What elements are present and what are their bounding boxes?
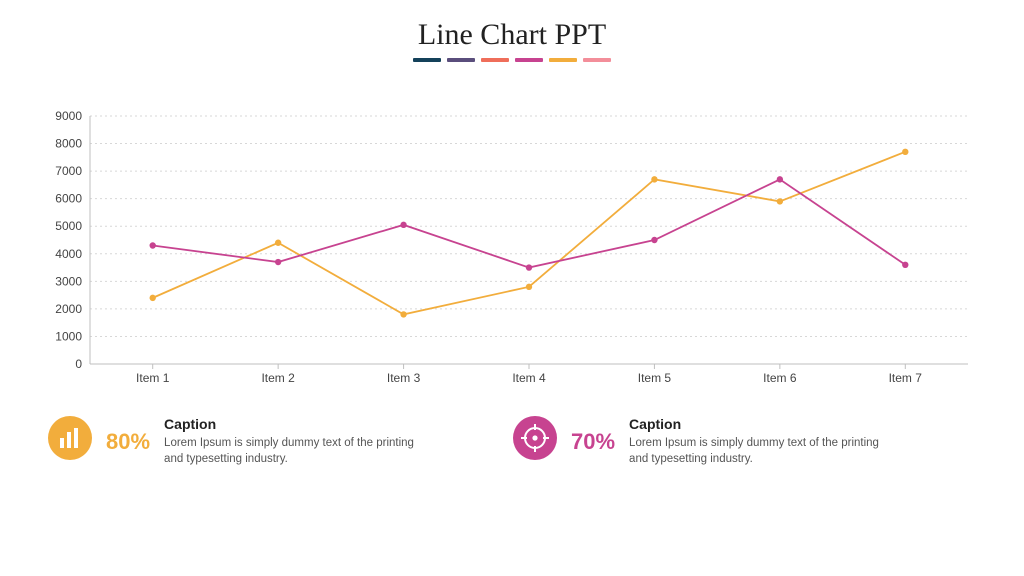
series-marker (400, 311, 406, 317)
series-marker (651, 237, 657, 243)
x-tick-label: Item 5 (638, 371, 672, 385)
stats-row: 80% Caption Lorem Ipsum is simply dummy … (48, 416, 978, 467)
series-marker (526, 264, 532, 270)
y-tick-label: 6000 (55, 192, 82, 206)
title-underline-seg (413, 58, 441, 62)
stat-caption-1: Caption (629, 416, 889, 432)
x-tick-label: Item 6 (763, 371, 797, 385)
series-marker (150, 242, 156, 248)
y-tick-label: 9000 (55, 110, 82, 123)
stat-block-1: 70% Caption Lorem Ipsum is simply dummy … (513, 416, 978, 467)
series-marker (777, 176, 783, 182)
y-tick-label: 0 (75, 357, 82, 371)
title-underline (0, 58, 1024, 62)
slide-root: Line Chart PPT 0 1000 2000 3000 4000 5000 6000… (0, 0, 1024, 576)
title-underline-seg (583, 58, 611, 62)
stat-caption-0: Caption (164, 416, 424, 432)
y-tick-label: 3000 (55, 274, 82, 288)
y-tick-label: 4000 (55, 247, 82, 261)
x-tick-label: Item 4 (512, 371, 546, 385)
series-marker (400, 222, 406, 228)
line-chart: 0 1000 2000 3000 4000 5000 6000 7000 8000 9000 Ite… (48, 110, 978, 390)
line-chart-svg: 0 1000 2000 3000 4000 5000 6000 7000 8000 9000 Ite… (48, 110, 978, 390)
y-tick-label: 7000 (55, 164, 82, 178)
stat-body-1: Lorem Ipsum is simply dummy text of the … (629, 436, 889, 467)
y-tick-label: 1000 (55, 329, 82, 343)
x-tick-label: Item 3 (387, 371, 421, 385)
series-line (153, 179, 906, 267)
x-tick-label: Item 2 (261, 371, 295, 385)
stat-percent-0: 80% (106, 429, 150, 455)
target-icon (513, 416, 557, 465)
title-block: Line Chart PPT (0, 0, 1024, 62)
bar-chart-icon (48, 416, 92, 465)
series-marker (651, 176, 657, 182)
title-underline-seg (447, 58, 475, 62)
x-tick-label: Item 1 (136, 371, 170, 385)
y-tick-label: 5000 (55, 219, 82, 233)
series-marker (777, 198, 783, 204)
title-underline-seg (515, 58, 543, 62)
stat-block-0: 80% Caption Lorem Ipsum is simply dummy … (48, 416, 513, 467)
series-marker (902, 149, 908, 155)
title-underline-seg (481, 58, 509, 62)
y-tick-label: 2000 (55, 302, 82, 316)
stat-body-0: Lorem Ipsum is simply dummy text of the … (164, 436, 424, 467)
x-tick-label: Item 7 (889, 371, 923, 385)
series-marker (902, 262, 908, 268)
y-tick-label: 8000 (55, 137, 82, 151)
series-marker (526, 284, 532, 290)
title-underline-seg (549, 58, 577, 62)
series-marker (150, 295, 156, 301)
series-marker (275, 259, 281, 265)
stat-text-0: Caption Lorem Ipsum is simply dummy text… (164, 416, 424, 467)
stat-percent-1: 70% (571, 429, 615, 455)
stat-text-1: Caption Lorem Ipsum is simply dummy text… (629, 416, 889, 467)
slide-title: Line Chart PPT (0, 18, 1024, 52)
series-marker (275, 240, 281, 246)
